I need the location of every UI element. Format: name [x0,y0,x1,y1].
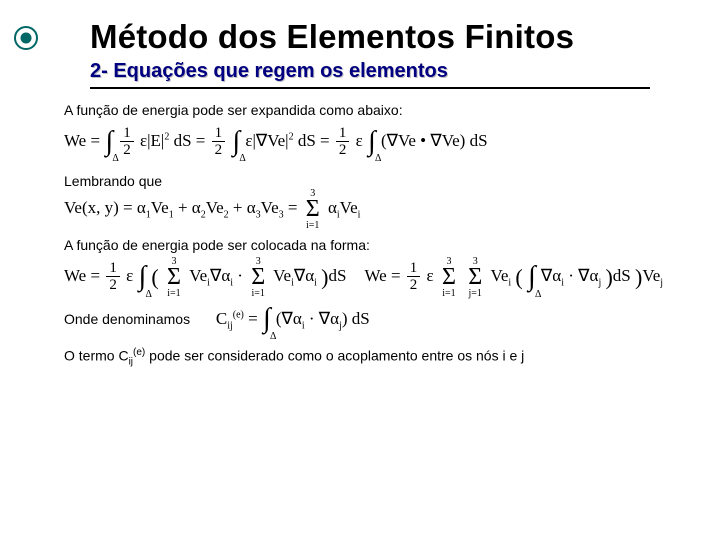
slide-subtitle: 2- Equações que regem os elementos [90,60,448,83]
p5-pre: O termo C [64,348,129,364]
p5-sup: (e) [133,347,145,358]
p5-sub: ij [129,357,133,368]
formula-4: Cij(e) = ∫Δ (∇αi · ∇αj) dS [216,309,370,328]
formula-1: We = ∫Δ 12 ε|E|2 dS = 12 ∫Δ ε|∇Ve|2 dS =… [64,126,680,159]
slide: Método dos Elementos Finitos 2- Equações… [0,0,720,540]
paragraph-4-text: Onde denominamos [64,311,190,327]
formula-3: We = 12 ε ∫Δ ( 3Σi=1 Vei∇αi · 3Σi=1 Vei∇… [64,261,680,294]
paragraph-3: A função de energia pode ser colocada na… [64,236,680,255]
paragraph-5: O termo Cij(e) pode ser considerado como… [64,346,680,369]
paragraph-1: A função de energia pode ser expandida c… [64,101,680,120]
p5-post: pode ser considerado como o acoplamento … [145,348,524,364]
paragraph-2: Lembrando que [64,172,680,191]
paragraph-4: Onde denominamos Cij(e) = ∫Δ (∇αi · ∇αj)… [64,308,680,333]
subtitle-wrap: 2- Equações que regem os elementos [90,60,680,83]
formula-2: Ve(x, y) = α1Ve1 + α2Ve2 + α3Ve3 = 3Σi=1… [64,197,680,222]
title-underline [90,87,650,89]
slide-body: A função de energia pode ser expandida c… [64,101,680,369]
slide-title: Método dos Elementos Finitos [90,18,680,56]
title-bullet-icon [14,26,38,50]
